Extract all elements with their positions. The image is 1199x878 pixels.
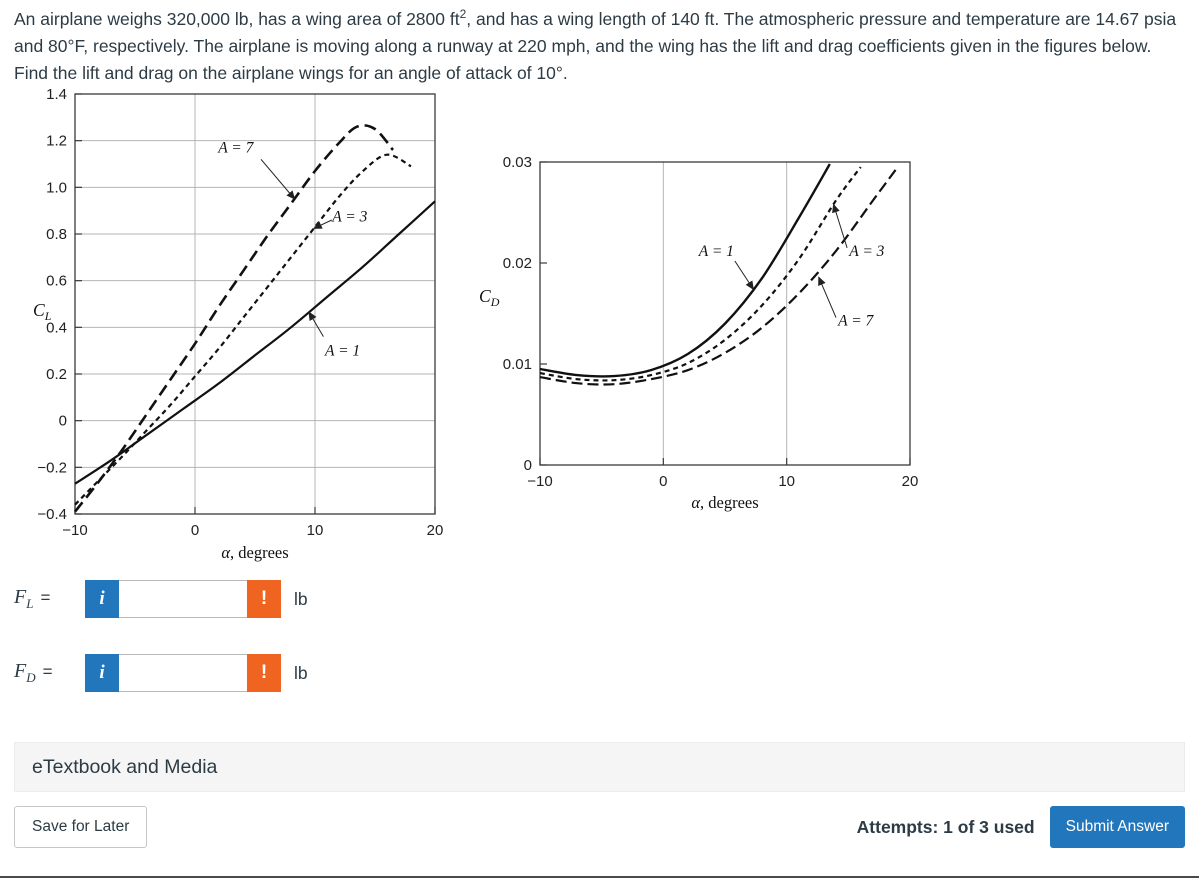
- svg-text:0.03: 0.03: [503, 154, 532, 171]
- fd-subscript: D: [26, 670, 36, 685]
- svg-text:0: 0: [659, 473, 667, 490]
- fl-input[interactable]: [119, 580, 247, 618]
- svg-text:20: 20: [427, 522, 444, 539]
- svg-text:0: 0: [191, 522, 199, 539]
- alert-icon: !: [247, 580, 281, 618]
- svg-text:CD: CD: [479, 286, 500, 309]
- fl-unit-label: lb: [294, 588, 308, 609]
- svg-text:0.01: 0.01: [503, 356, 532, 373]
- drag-answer-row: FD = i ! lb: [14, 654, 308, 692]
- attempts-counter: Attempts: 1 of 3 used: [856, 816, 1035, 837]
- fl-equals-sign: =: [40, 588, 51, 607]
- svg-text:1.2: 1.2: [46, 133, 67, 150]
- fd-variable: F: [14, 660, 27, 682]
- fd-unit-label: lb: [294, 662, 308, 683]
- svg-text:A = 1: A = 1: [698, 243, 734, 260]
- svg-text:1.4: 1.4: [46, 86, 67, 103]
- bottom-divider: [0, 876, 1199, 878]
- svg-text:A = 3: A = 3: [848, 243, 884, 260]
- fd-input-group: i !: [85, 654, 281, 692]
- fd-label: FD =: [14, 660, 85, 686]
- svg-text:20: 20: [902, 473, 919, 490]
- svg-text:0.02: 0.02: [503, 255, 532, 272]
- svg-text:10: 10: [778, 473, 795, 490]
- etextbook-and-media-section[interactable]: eTextbook and Media: [14, 742, 1185, 792]
- svg-text:A = 1: A = 1: [324, 343, 360, 360]
- svg-text:0: 0: [59, 413, 67, 430]
- footer-right-group: Attempts: 1 of 3 used Submit Answer: [857, 806, 1185, 848]
- problem-statement: An airplane weighs 320,000 lb, has a win…: [14, 7, 1177, 83]
- svg-text:−10: −10: [62, 522, 87, 539]
- svg-text:A = 3: A = 3: [331, 209, 367, 226]
- etextbook-label: eTextbook and Media: [32, 755, 218, 778]
- svg-text:0.4: 0.4: [46, 319, 67, 336]
- alert-icon: !: [247, 654, 281, 692]
- svg-text:0.2: 0.2: [46, 366, 67, 383]
- svg-text:A = 7: A = 7: [217, 140, 254, 157]
- fl-subscript: L: [26, 596, 34, 611]
- svg-text:−10: −10: [527, 473, 552, 490]
- svg-text:0.8: 0.8: [46, 226, 67, 243]
- svg-text:−0.4: −0.4: [37, 506, 67, 523]
- fl-label: FL =: [14, 586, 85, 612]
- footer-bar: Save for Later Attempts: 1 of 3 used Sub…: [14, 806, 1185, 848]
- svg-text:CL: CL: [33, 300, 52, 323]
- cl-vs-alpha-plot: −10 0 10 20 −0.4 −0.2 0 0.2 0.4 0.6 0.8 1.0 1.2 1.4 A …: [33, 86, 444, 562]
- fd-equals-sign: =: [42, 662, 53, 681]
- svg-text:−0.2: −0.2: [37, 459, 67, 476]
- info-icon[interactable]: i: [85, 654, 119, 692]
- svg-text:0.6: 0.6: [46, 273, 67, 290]
- lift-coefficient-chart: −10 0 10 20 −0.4 −0.2 0 0.2 0.4 0.6 0.8 1.0 1.2 1.4 A …: [25, 86, 475, 591]
- svg-text:A = 7: A = 7: [837, 313, 874, 330]
- svg-text:0: 0: [524, 457, 532, 474]
- info-icon[interactable]: i: [85, 580, 119, 618]
- lift-answer-row: FL = i ! lb: [14, 580, 308, 618]
- svg-text:10: 10: [307, 522, 324, 539]
- svg-text:1.0: 1.0: [46, 179, 67, 196]
- save-for-later-button[interactable]: Save for Later: [14, 806, 148, 848]
- submit-answer-button[interactable]: Submit Answer: [1049, 806, 1185, 848]
- fl-input-group: i !: [85, 580, 281, 618]
- svg-text:α, degrees: α, degrees: [221, 543, 288, 562]
- svg-text:α, degrees: α, degrees: [691, 493, 758, 512]
- fl-variable: F: [14, 586, 27, 608]
- fd-input[interactable]: [119, 654, 247, 692]
